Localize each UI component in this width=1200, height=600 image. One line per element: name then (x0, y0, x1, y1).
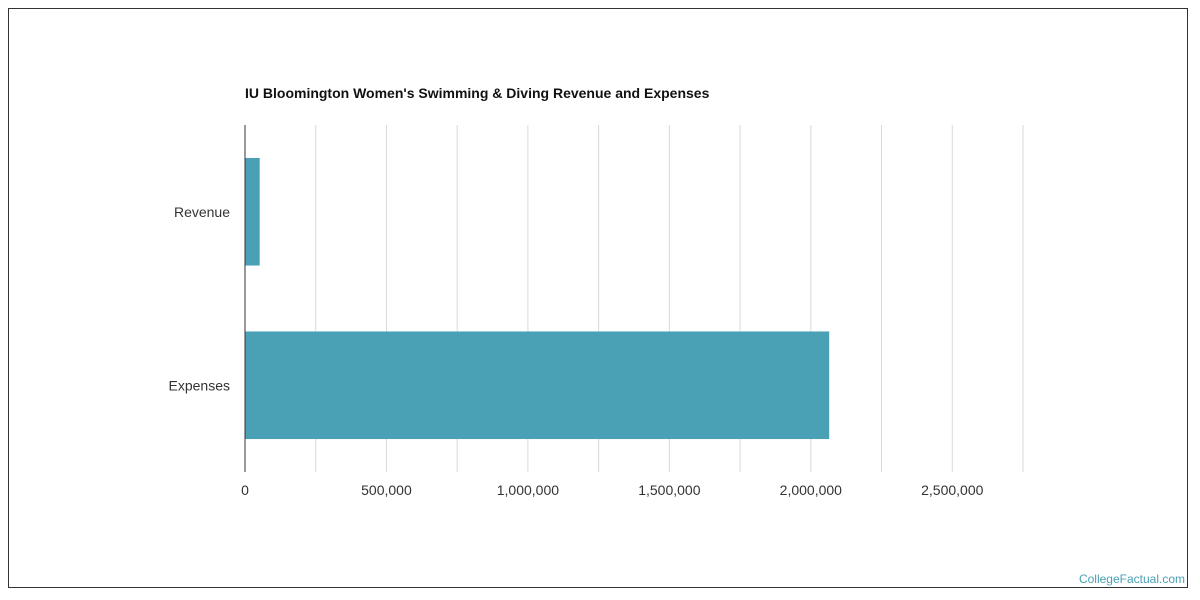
x-tick-label: 2,500,000 (921, 482, 983, 498)
source-watermark[interactable]: CollegeFactual.com (1078, 572, 1185, 586)
bar-revenue (245, 157, 260, 266)
x-tick-label: 1,000,000 (497, 482, 559, 498)
bar-expenses (245, 331, 830, 440)
x-tick-label: 1,500,000 (638, 482, 700, 498)
chart-frame (8, 8, 1188, 588)
category-label: Expenses (169, 377, 230, 393)
chart-title: IU Bloomington Women's Swimming & Diving… (245, 85, 710, 101)
x-tick-label: 500,000 (361, 482, 412, 498)
x-tick-label: 0 (241, 482, 249, 498)
x-tick-label: 2,000,000 (780, 482, 842, 498)
category-label: Revenue (174, 204, 230, 220)
